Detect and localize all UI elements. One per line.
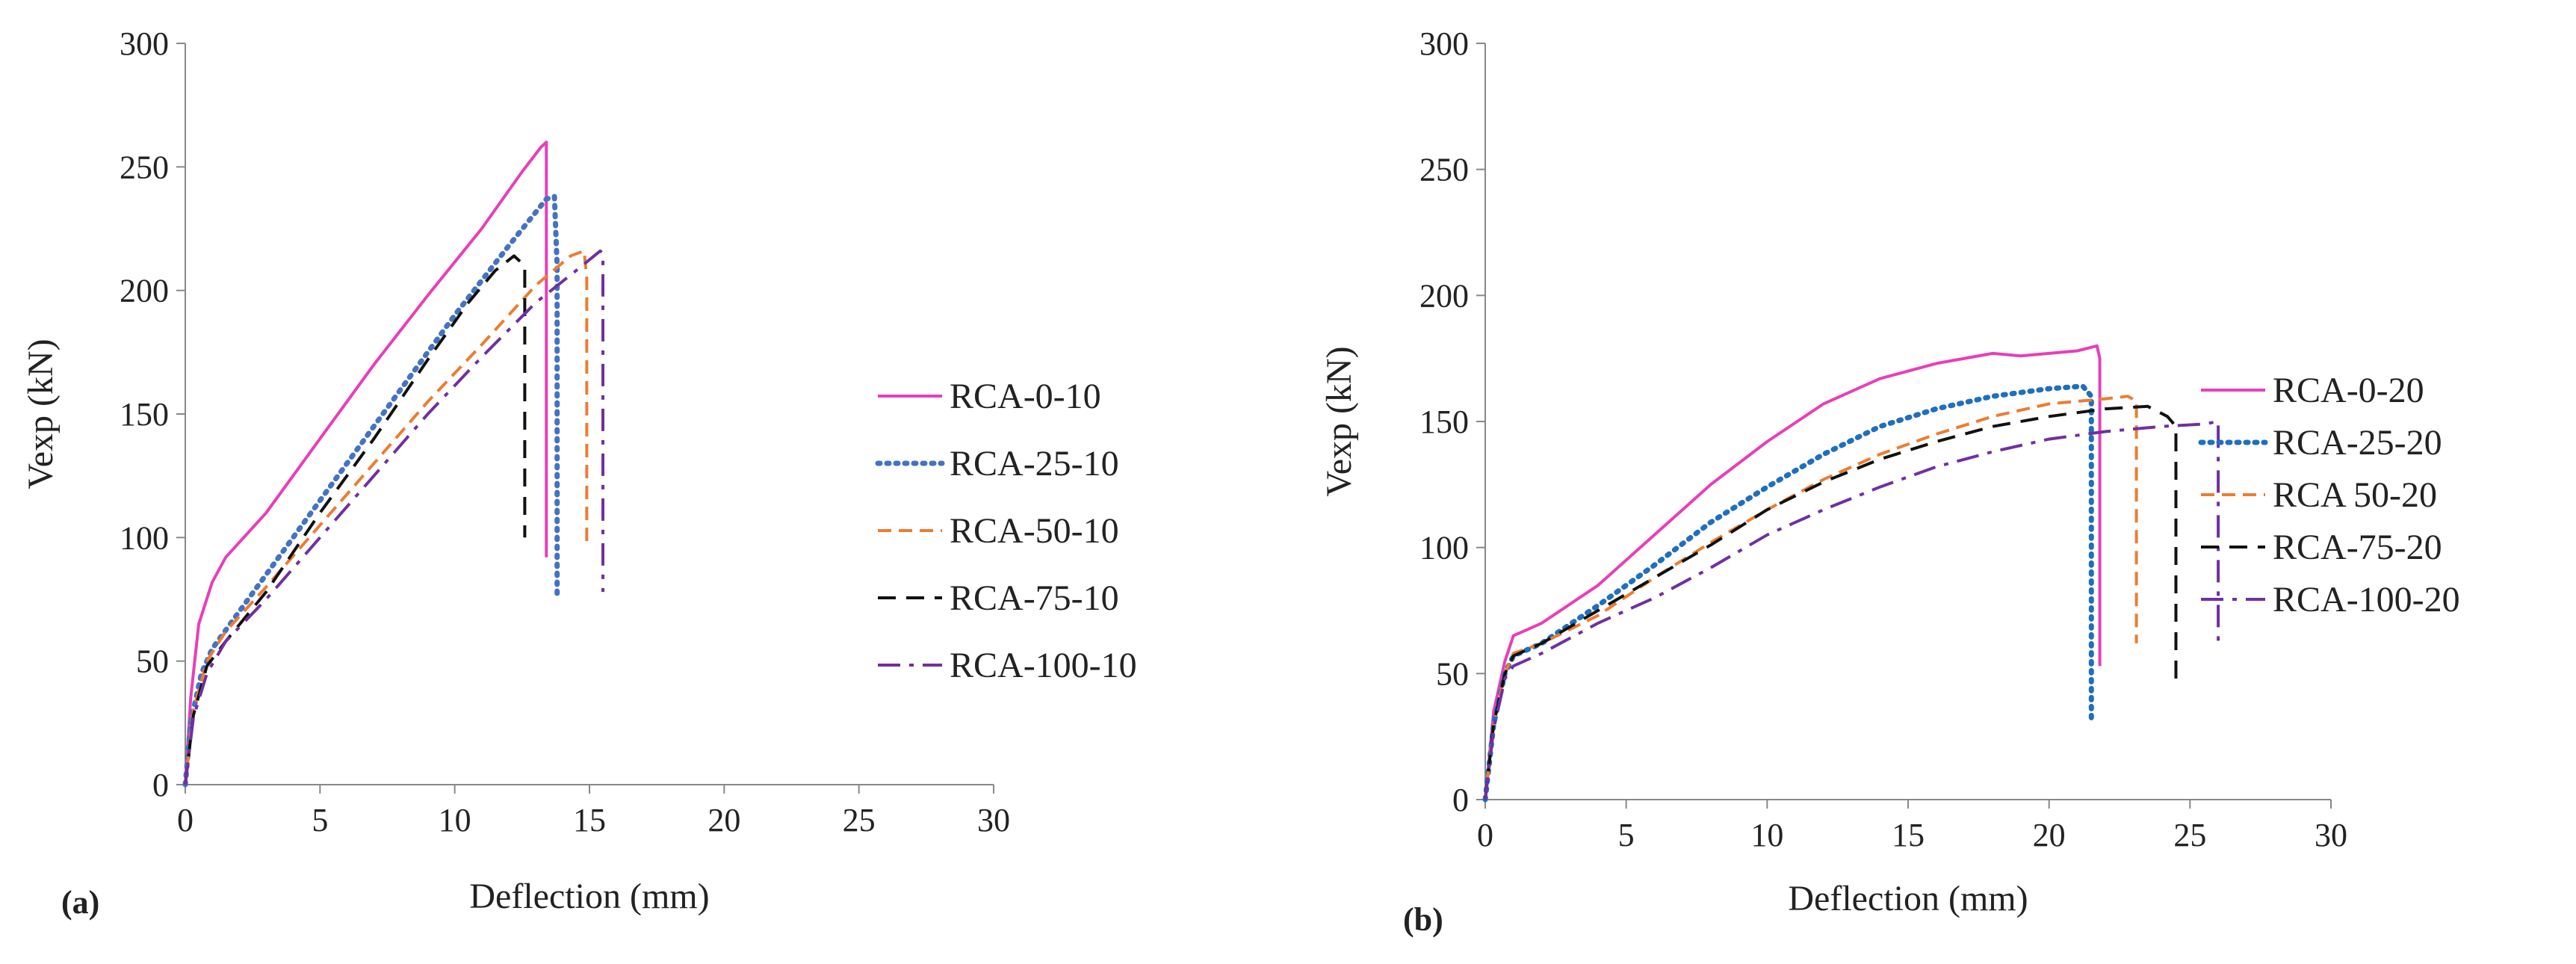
y-tick-label: 0	[1452, 782, 1469, 818]
y-tick-label: 150	[1419, 404, 1469, 440]
y-axis-title: Vexp (kN)	[21, 339, 61, 489]
y-axis-title: Vexp (kN)	[1319, 346, 1359, 496]
legend: RCA-0-10 RCA-25-10 RCA-50-10 RCA-75-10 RCA-1…	[875, 377, 1137, 685]
x-tick-label: 20	[2033, 817, 2066, 853]
x-axis-title: Deflection (mm)	[469, 877, 709, 916]
y-tick-label: 50	[1436, 655, 1469, 692]
series-line-rca-75-20	[1484, 404, 2178, 800]
series-line-rca-100-10	[184, 249, 604, 785]
x-tick-label: 30	[977, 802, 1010, 838]
series-line-rca-75-10	[184, 254, 527, 785]
x-tick-label: 30	[2315, 817, 2347, 853]
chart-panel-b: 0 50 100 150 200 250 300 0 5 10 15 20 25 30 Deflection…	[1319, 25, 2460, 938]
series-line-rca-100-20	[1484, 420, 2220, 800]
x-tick-label: 20	[708, 802, 740, 838]
series-line-rca-50-10	[184, 249, 589, 785]
x-tick-label: 10	[1750, 817, 1783, 853]
x-tick-label: 15	[573, 802, 606, 838]
legend: RCA-0-20 RCA-25-20 RCA 50-20 RCA-75-20 RCA-1…	[2198, 371, 2460, 620]
y-tick-label: 200	[120, 273, 169, 309]
panel-label: (b)	[1403, 901, 1443, 938]
x-tick-label: 5	[312, 802, 328, 838]
legend-label: RCA-75-10	[950, 578, 1119, 618]
legend-label: RCA-50-10	[950, 511, 1119, 551]
y-tick-label: 300	[1419, 25, 1469, 62]
legend-label: RCA-100-20	[2273, 580, 2460, 620]
series-line-rca-50-20	[1484, 395, 2138, 800]
legend-label: RCA-25-10	[950, 444, 1119, 483]
x-tick-label: 0	[177, 802, 193, 838]
y-tick-label: 150	[120, 396, 169, 433]
series-line-rca-0-20	[1484, 344, 2102, 800]
x-tick-label: 0	[1477, 817, 1493, 853]
x-tick-label: 25	[2173, 817, 2206, 853]
legend-label: RCA 50-20	[2273, 475, 2437, 515]
legend-label: RCA-0-20	[2273, 371, 2424, 410]
y-tick-label: 100	[120, 519, 169, 556]
series-line-rca-25-20	[1482, 383, 2094, 803]
legend-label: RCA-75-20	[2273, 528, 2442, 567]
y-tick-label: 300	[120, 25, 169, 62]
x-tick-label: 5	[1618, 817, 1635, 853]
x-tick-label: 10	[439, 802, 471, 838]
x-axis-title: Deflection (mm)	[1788, 879, 2028, 918]
y-tick-label: 200	[1419, 277, 1469, 314]
series-line-rca-25-10	[182, 194, 560, 788]
y-tick-label: 50	[136, 643, 169, 680]
y-tick-label: 250	[1419, 152, 1469, 188]
x-tick-label: 25	[843, 802, 876, 838]
series-line-rca-0-10	[184, 140, 548, 785]
legend-label: RCA-0-10	[950, 377, 1101, 416]
y-tick-label: 250	[120, 149, 169, 185]
chart-panel-a: 0 50 100 150 200 250 300 0 5 10 15 20 25 30 Deflection…	[21, 25, 1137, 921]
y-tick-label: 100	[1419, 530, 1469, 566]
y-tick-label: 0	[152, 767, 169, 803]
legend-label: RCA-100-10	[950, 646, 1137, 685]
panel-label: (a)	[61, 884, 99, 921]
legend-label: RCA-25-20	[2273, 423, 2442, 463]
x-tick-label: 15	[1892, 817, 1925, 853]
